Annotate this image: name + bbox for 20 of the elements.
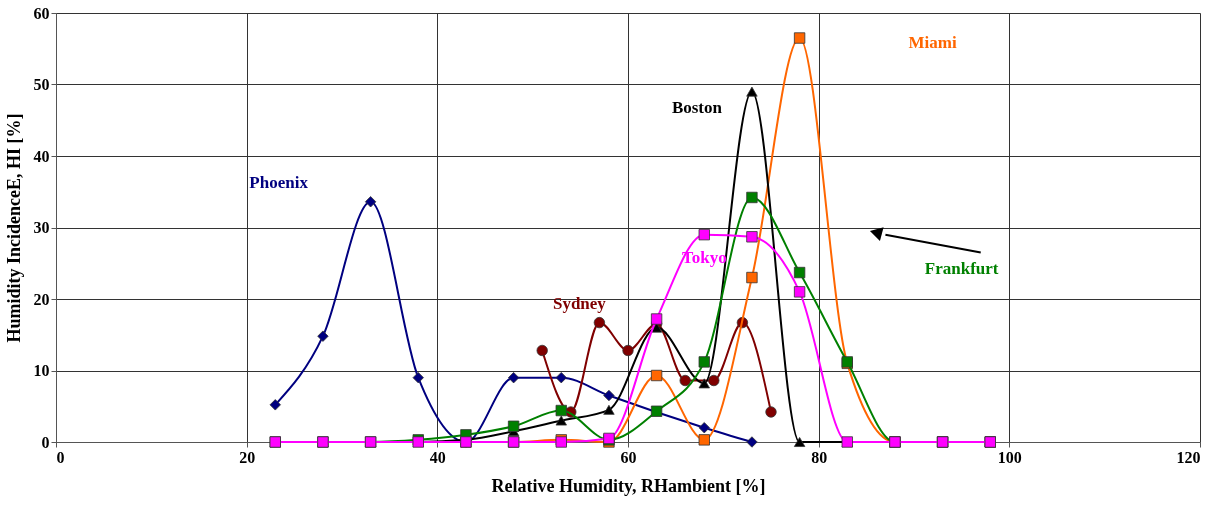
y-axis-title: Humidity IncidenceE, HI [%]	[3, 113, 24, 343]
x-tick-label: 0	[56, 448, 65, 466]
y-tick-label: 40	[33, 147, 50, 165]
x-axis-title: Relative Humidity, RHambient [%]	[491, 475, 766, 496]
y-tick-label: 0	[41, 433, 50, 451]
x-tick-label: 20	[239, 448, 256, 466]
x-tick-label: 40	[429, 448, 446, 466]
text: Phoenix	[249, 172, 309, 192]
x-tick-label: 60	[620, 448, 637, 466]
y-tick-label: 20	[33, 290, 50, 308]
y-tick-label: 50	[33, 76, 50, 93]
x-tick-label: 120	[1176, 448, 1201, 466]
text: Miami	[908, 33, 957, 53]
y-tick-label: 30	[33, 219, 50, 236]
series-label: Boston	[671, 97, 723, 117]
y-tick-label: 10	[33, 362, 50, 379]
x-tick-label: 80	[811, 448, 828, 466]
text: Frankfurt	[924, 258, 999, 278]
x-tick-label: 100	[997, 448, 1022, 466]
y-tick-label: 60	[33, 4, 50, 22]
